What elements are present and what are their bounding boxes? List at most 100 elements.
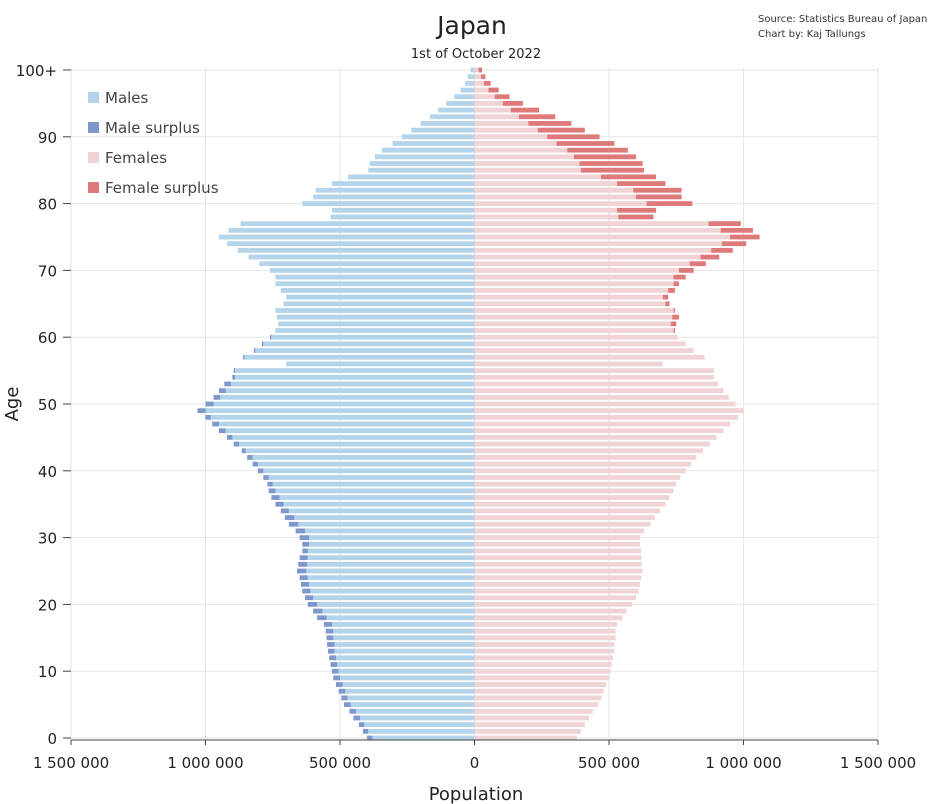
male-surplus-bar <box>257 468 264 474</box>
male-surplus-bar <box>233 441 240 447</box>
legend-swatch-female-surplus <box>88 182 99 193</box>
female-bar <box>474 354 705 360</box>
female-bar <box>474 321 671 327</box>
x-axis-label: Population <box>429 784 524 804</box>
female-bar <box>474 682 607 687</box>
female-bar <box>474 348 694 353</box>
female-bar <box>474 568 643 574</box>
female-bar <box>474 728 581 734</box>
male-bar <box>257 461 475 467</box>
female-surplus-bar <box>720 227 753 233</box>
male-bar <box>244 354 475 360</box>
female-surplus-bar <box>730 234 760 240</box>
male-bar <box>283 501 475 507</box>
female-bar <box>474 535 640 541</box>
female-bar <box>474 455 697 460</box>
male-surplus-bar <box>331 668 339 674</box>
male-surplus-bar <box>197 408 206 414</box>
female-bar <box>474 421 731 427</box>
male-bar <box>333 635 475 641</box>
female-bar <box>474 608 627 614</box>
female-bar <box>474 595 636 601</box>
male-bar <box>369 161 475 166</box>
female-bar <box>474 227 721 233</box>
x-tick-label: 500 000 <box>578 754 640 772</box>
female-bar <box>474 461 692 467</box>
male-surplus-bar <box>252 461 258 467</box>
female-bar <box>474 675 609 681</box>
male-bar <box>337 662 475 667</box>
female-surplus-bar <box>672 314 679 320</box>
male-bar <box>278 321 475 327</box>
male-bar <box>307 575 475 581</box>
male-bar <box>467 74 475 80</box>
male-surplus-bar <box>326 635 334 641</box>
female-bar <box>474 147 568 153</box>
male-bar <box>294 515 475 520</box>
male-surplus-bar <box>218 388 226 394</box>
female-surplus-bar <box>673 308 675 313</box>
y-tick-label: 80 <box>38 196 57 214</box>
male-bar <box>338 668 475 674</box>
female-bar <box>474 201 647 207</box>
male-surplus-bar <box>270 334 272 340</box>
female-bar <box>474 121 529 126</box>
female-surplus-bar <box>488 87 499 93</box>
female-bar <box>474 161 580 166</box>
male-bar <box>307 548 475 554</box>
female-bar <box>474 695 602 701</box>
female-bar <box>474 134 548 140</box>
male-bar <box>309 581 475 587</box>
female-bar <box>474 141 557 146</box>
male-bar <box>307 555 475 561</box>
male-bar <box>272 481 475 487</box>
male-bar <box>275 328 475 333</box>
male-bar <box>356 708 475 714</box>
female-surplus-bar <box>580 167 644 173</box>
female-surplus-bar <box>668 288 675 293</box>
female-bar <box>474 334 678 340</box>
y-tick-label: 0 <box>47 730 57 748</box>
male-bar <box>227 241 475 247</box>
female-bar <box>474 261 690 267</box>
male-bar <box>307 561 475 567</box>
male-surplus-bar <box>275 501 284 507</box>
legend-swatch-males <box>88 92 99 103</box>
male-bar <box>333 628 475 634</box>
male-bar <box>235 374 475 380</box>
y-tick-label: 10 <box>38 663 57 681</box>
female-bar <box>474 374 714 380</box>
female-bar <box>474 622 618 627</box>
male-surplus-bar <box>353 715 361 721</box>
male-bar <box>225 388 475 394</box>
male-bar <box>210 414 475 420</box>
male-surplus-bar <box>313 608 323 614</box>
male-bar <box>345 688 475 694</box>
male-bar <box>263 468 475 474</box>
female-bar <box>474 575 642 581</box>
female-bar <box>474 174 601 180</box>
male-surplus-bar <box>362 728 369 734</box>
male-bar <box>470 67 475 73</box>
male-surplus-bar <box>302 548 308 554</box>
female-surplus-bar <box>633 187 682 193</box>
female-bar <box>474 388 724 394</box>
male-surplus-bar <box>299 575 308 581</box>
male-bar <box>275 308 475 313</box>
female-bar <box>474 722 585 728</box>
female-bar <box>474 167 581 173</box>
male-surplus-bar <box>233 368 236 374</box>
male-bar <box>331 622 475 627</box>
male-surplus-bar <box>305 595 314 601</box>
female-bar <box>474 408 744 414</box>
female-bar <box>474 294 663 300</box>
male-bar <box>326 615 475 621</box>
legend: Males Male surplus Females Female surplus <box>88 89 219 197</box>
male-surplus-bar <box>218 428 226 434</box>
legend-swatch-male-surplus <box>88 122 99 133</box>
male-surplus-bar <box>295 528 306 534</box>
male-bar <box>252 455 475 460</box>
male-surplus-bar <box>205 401 214 407</box>
female-bar <box>474 207 618 213</box>
male-bar <box>286 294 475 300</box>
